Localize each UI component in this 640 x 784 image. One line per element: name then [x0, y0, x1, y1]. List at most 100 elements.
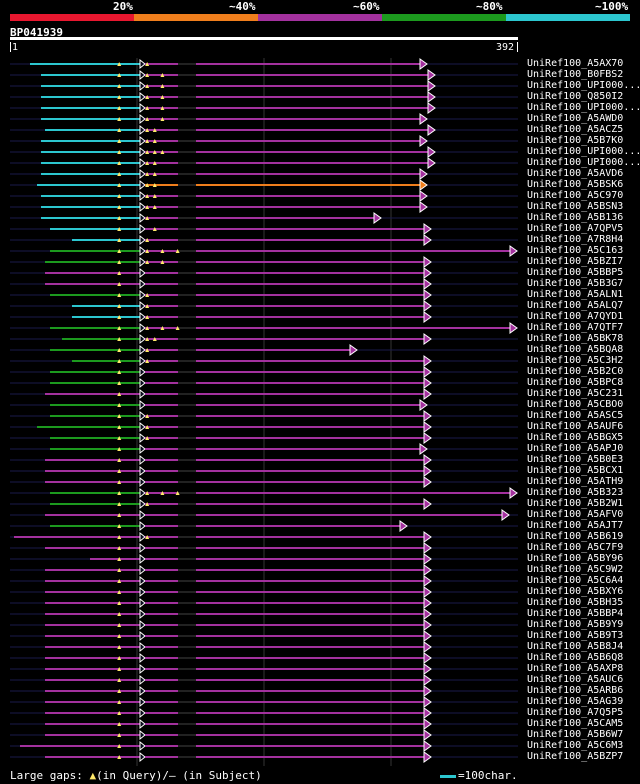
- query-title[interactable]: BP041939: [10, 26, 63, 39]
- hit-end-arrow-icon: [509, 245, 518, 257]
- segment-junction-icon: [139, 388, 146, 400]
- insert-marker-icon: [117, 480, 122, 484]
- segment-junction-icon: [139, 355, 146, 367]
- hit-label[interactable]: UniRef100_A5BH35: [527, 597, 624, 608]
- hit-label[interactable]: UniRef100_A5CBO0: [527, 399, 624, 410]
- hit-end-arrow-icon: [423, 223, 432, 235]
- hit-label[interactable]: UniRef100_UPI000...: [527, 80, 640, 91]
- insert-marker-icon: [117, 612, 122, 616]
- insert-marker-icon: [117, 634, 122, 638]
- hit-label[interactable]: UniRef100_A5ARB6: [527, 685, 624, 696]
- hit-label[interactable]: UniRef100_A5AFV0: [527, 509, 624, 520]
- hit-label[interactable]: UniRef100_A5ALQ7: [527, 300, 624, 311]
- insert-marker-icon: [152, 128, 157, 132]
- hit-label[interactable]: UniRef100_A5AG39: [527, 696, 624, 707]
- segment-junction-icon: [139, 69, 146, 81]
- hit-label[interactable]: UniRef100_A5BBP4: [527, 608, 624, 619]
- segment-junction-icon: [139, 278, 146, 290]
- hit-label[interactable]: UniRef100_A5B136: [527, 212, 624, 223]
- hit-label[interactable]: UniRef100_A5AVD6: [527, 168, 624, 179]
- hit-end-arrow-icon: [423, 586, 432, 598]
- hit-label[interactable]: UniRef100_UPI000...: [527, 146, 640, 157]
- segment-junction-icon: [139, 289, 146, 301]
- hit-label[interactable]: UniRef100_Q850I2: [527, 91, 624, 102]
- hit-label[interactable]: UniRef100_A5BSN3: [527, 201, 624, 212]
- hit-label[interactable]: UniRef100_A7QTF7: [527, 322, 624, 333]
- hit-label[interactable]: UniRef100_A5ALN1: [527, 289, 624, 300]
- insert-marker-icon: [145, 293, 150, 297]
- hit-label[interactable]: UniRef100_A5ASC5: [527, 410, 624, 421]
- hit-label[interactable]: UniRef100_A5B6W7: [527, 729, 624, 740]
- hit-label[interactable]: UniRef100_A5B8J4: [527, 641, 624, 652]
- hit-label[interactable]: UniRef100_A5BK78: [527, 333, 624, 344]
- hit-label[interactable]: UniRef100_A5B2W1: [527, 498, 624, 509]
- hit-label[interactable]: UniRef100_A5C6M3: [527, 740, 624, 751]
- hit-label[interactable]: UniRef100_A5AX70: [527, 58, 624, 69]
- hit-label[interactable]: UniRef100_A5C9W2: [527, 564, 624, 575]
- hit-label[interactable]: UniRef100_A5BPC8: [527, 377, 624, 388]
- segment-junction-icon: [139, 201, 146, 213]
- hit-label[interactable]: UniRef100_A7Q5P5: [527, 707, 624, 718]
- hit-label[interactable]: UniRef100_A5B2C0: [527, 366, 624, 377]
- hit-label[interactable]: UniRef100_A5B9T3: [527, 630, 624, 641]
- insert-marker-icon: [152, 227, 157, 231]
- segment-junction-icon: [139, 135, 146, 147]
- hit-label[interactable]: UniRef100_A5B619: [527, 531, 624, 542]
- hit-label[interactable]: UniRef100_A5BY96: [527, 553, 624, 564]
- hit-label[interactable]: UniRef100_A5BBP5: [527, 267, 624, 278]
- hit-label[interactable]: UniRef100_A5BGX5: [527, 432, 624, 443]
- insert-marker-icon: [117, 205, 122, 209]
- insert-marker-icon: [117, 106, 122, 110]
- hit-label[interactable]: UniRef100_A5BQA8: [527, 344, 624, 355]
- hit-label[interactable]: UniRef100_A5ACZ5: [527, 124, 624, 135]
- hit-end-arrow-icon: [423, 751, 432, 763]
- hit-label[interactable]: UniRef100_A5C163: [527, 245, 624, 256]
- insert-marker-icon: [145, 238, 150, 242]
- hit-end-arrow-icon: [423, 289, 432, 301]
- hit-label[interactable]: UniRef100_A5BZP7: [527, 751, 624, 762]
- segment-junction-icon: [139, 245, 146, 257]
- hit-label[interactable]: UniRef100_A5C3H2: [527, 355, 624, 366]
- hit-label[interactable]: UniRef100_A5BSK6: [527, 179, 624, 190]
- hit-label[interactable]: UniRef100_A7QYD1: [527, 311, 624, 322]
- insert-marker-icon: [160, 491, 165, 495]
- hit-label[interactable]: UniRef100_A5ATH9: [527, 476, 624, 487]
- hit-label[interactable]: UniRef100_A5B0E3: [527, 454, 624, 465]
- hit-label[interactable]: UniRef100_A5C6A4: [527, 575, 624, 586]
- legend-label-60: ~60%: [353, 0, 380, 13]
- hit-label[interactable]: UniRef100_A7QPV5: [527, 223, 624, 234]
- hit-end-arrow-icon: [419, 113, 428, 125]
- insert-marker-icon: [145, 84, 150, 88]
- hit-label[interactable]: UniRef100_A5AJT7: [527, 520, 624, 531]
- hit-label[interactable]: UniRef100_A5AXP8: [527, 663, 624, 674]
- insert-marker-icon: [175, 491, 180, 495]
- hit-label[interactable]: UniRef100_A5CAM5: [527, 718, 624, 729]
- segment-junction-icon: [139, 80, 146, 92]
- insert-marker-icon: [160, 73, 165, 77]
- hit-label[interactable]: UniRef100_A5AWD0: [527, 113, 624, 124]
- hit-label[interactable]: UniRef100_A7R8H4: [527, 234, 624, 245]
- hit-label[interactable]: UniRef100_A5B6Q8: [527, 652, 624, 663]
- hit-label[interactable]: UniRef100_A5BZI7: [527, 256, 624, 267]
- insert-marker-icon: [152, 183, 157, 187]
- hit-label[interactable]: UniRef100_A5BXY6: [527, 586, 624, 597]
- hit-label[interactable]: UniRef100_A5B7K0: [527, 135, 624, 146]
- hit-label[interactable]: UniRef100_UPI000...: [527, 157, 640, 168]
- segment-junction-icon: [139, 707, 146, 719]
- hit-label[interactable]: UniRef100_A5B9Y9: [527, 619, 624, 630]
- hit-label[interactable]: UniRef100_A5C231: [527, 388, 624, 399]
- hit-label[interactable]: UniRef100_A5C970: [527, 190, 624, 201]
- hit-label[interactable]: UniRef100_A5B323: [527, 487, 624, 498]
- hit-label[interactable]: UniRef100_UPI000...: [527, 102, 640, 113]
- segment-junction-icon: [139, 256, 146, 268]
- insert-marker-icon: [152, 337, 157, 341]
- hit-label[interactable]: UniRef100_A5BCX1: [527, 465, 624, 476]
- hit-label[interactable]: UniRef100_B0FBS2: [527, 69, 624, 80]
- hit-end-arrow-icon: [423, 278, 432, 290]
- hit-label[interactable]: UniRef100_A5B3G7: [527, 278, 624, 289]
- hit-label[interactable]: UniRef100_A5AUC6: [527, 674, 624, 685]
- insert-marker-icon: [117, 183, 122, 187]
- hit-label[interactable]: UniRef100_A5APJ0: [527, 443, 624, 454]
- hit-label[interactable]: UniRef100_A5AUF6: [527, 421, 624, 432]
- hit-label[interactable]: UniRef100_A5C7F9: [527, 542, 624, 553]
